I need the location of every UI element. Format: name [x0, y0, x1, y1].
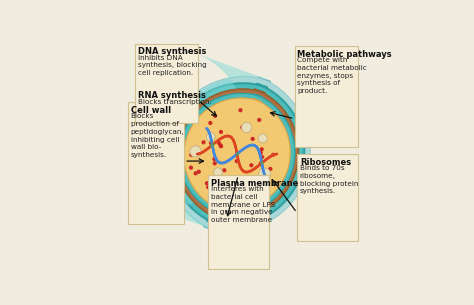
Circle shape [235, 185, 237, 188]
Circle shape [219, 144, 222, 147]
Circle shape [219, 145, 222, 148]
FancyBboxPatch shape [295, 46, 358, 147]
Polygon shape [139, 53, 273, 232]
Circle shape [259, 162, 262, 165]
Text: Blocks
production of
peptidoglycan,
inhibiting cell
wall bio-
synthesis.: Blocks production of peptidoglycan, inhi… [131, 113, 184, 158]
Circle shape [250, 188, 253, 191]
Circle shape [229, 196, 232, 199]
Circle shape [256, 189, 258, 192]
Circle shape [243, 182, 256, 195]
Text: Compete with
bacterial metabolic
enzymes, stops
synthesis of
product.: Compete with bacterial metabolic enzymes… [297, 57, 367, 94]
Circle shape [229, 182, 232, 185]
Circle shape [209, 122, 212, 124]
Circle shape [218, 142, 220, 145]
Circle shape [223, 169, 226, 172]
Circle shape [213, 162, 216, 165]
Polygon shape [184, 98, 290, 210]
Circle shape [194, 172, 197, 175]
Circle shape [241, 126, 244, 129]
Polygon shape [174, 111, 307, 207]
Text: Plasma membrane: Plasma membrane [210, 179, 298, 188]
Circle shape [190, 153, 193, 156]
Circle shape [214, 114, 217, 117]
Text: Binds to 70s
ribosome,
blocking protein
synthesis.: Binds to 70s ribosome, blocking protein … [300, 165, 358, 194]
Circle shape [211, 182, 214, 185]
Circle shape [205, 182, 208, 185]
Circle shape [210, 142, 212, 145]
Circle shape [214, 168, 222, 176]
Circle shape [197, 170, 200, 173]
Circle shape [239, 109, 242, 112]
Circle shape [246, 199, 249, 202]
Circle shape [258, 134, 267, 143]
Circle shape [207, 186, 210, 188]
Circle shape [219, 169, 221, 172]
Circle shape [261, 156, 264, 158]
Circle shape [213, 158, 216, 160]
Circle shape [250, 164, 253, 167]
FancyBboxPatch shape [135, 44, 198, 124]
Circle shape [235, 160, 238, 163]
Circle shape [190, 166, 192, 169]
Text: RNA synthesis: RNA synthesis [138, 91, 206, 100]
Circle shape [251, 138, 254, 140]
Polygon shape [184, 98, 290, 210]
Text: Inhibits DNA
synthesis, blocking
cell replication.: Inhibits DNA synthesis, blocking cell re… [138, 55, 207, 76]
Circle shape [272, 153, 274, 156]
Circle shape [219, 131, 222, 133]
Polygon shape [170, 83, 304, 225]
Polygon shape [176, 89, 299, 219]
Circle shape [234, 188, 237, 191]
Polygon shape [179, 93, 295, 215]
Circle shape [260, 176, 263, 179]
Circle shape [242, 122, 252, 133]
FancyBboxPatch shape [297, 154, 358, 241]
Text: Interferes with
bacterial cell
membrane or LPS
in gram negative
outer membrane: Interferes with bacterial cell membrane … [210, 186, 275, 223]
Polygon shape [164, 77, 310, 231]
Circle shape [261, 139, 264, 142]
Text: Ribosomes: Ribosomes [300, 158, 351, 167]
Circle shape [202, 141, 205, 144]
FancyBboxPatch shape [208, 175, 269, 269]
FancyBboxPatch shape [128, 102, 184, 224]
Text: DNA synthesis: DNA synthesis [138, 47, 206, 56]
Text: Metabolic pathways: Metabolic pathways [297, 49, 392, 59]
Circle shape [207, 133, 215, 141]
Circle shape [258, 119, 261, 121]
Text: Blocks transcription.: Blocks transcription. [138, 99, 211, 105]
Polygon shape [179, 93, 295, 215]
Circle shape [190, 146, 201, 157]
Circle shape [259, 151, 262, 154]
Circle shape [260, 148, 263, 151]
Circle shape [269, 167, 272, 170]
Polygon shape [176, 89, 299, 219]
Text: Cell wall: Cell wall [131, 106, 171, 115]
Circle shape [259, 168, 271, 180]
